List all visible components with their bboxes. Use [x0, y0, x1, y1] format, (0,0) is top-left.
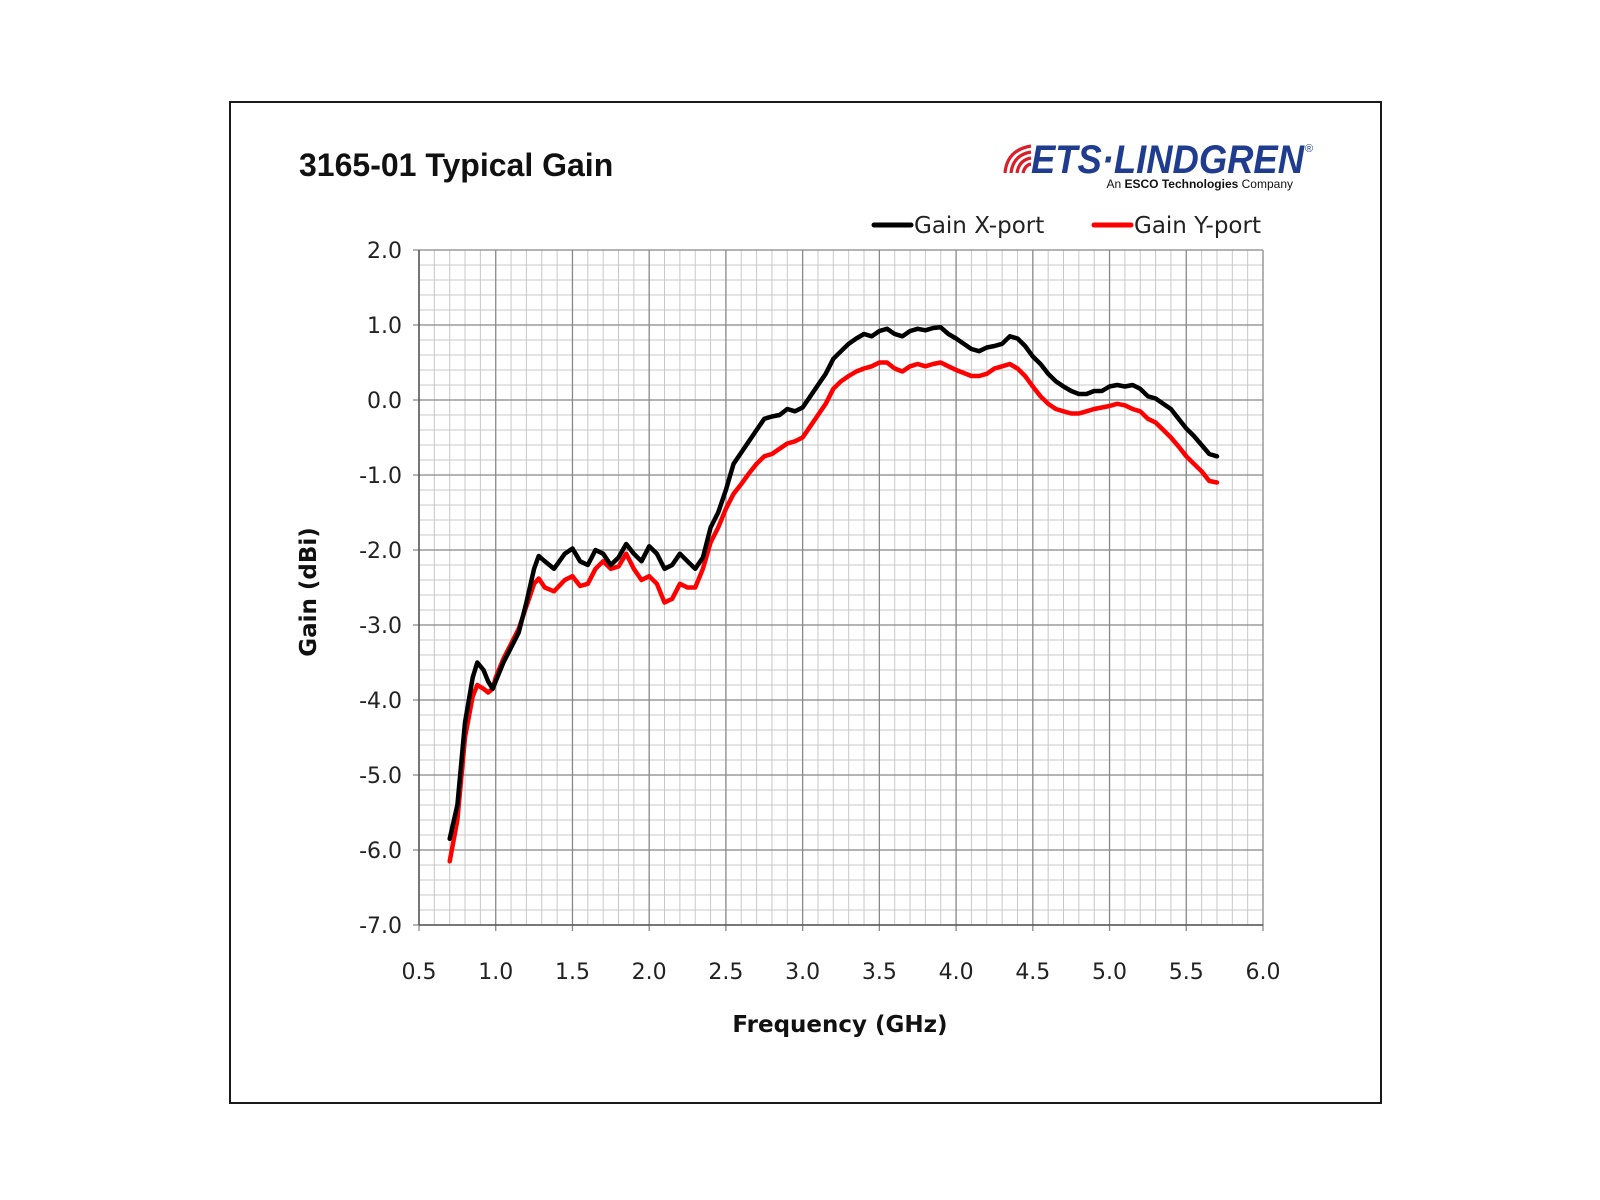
legend: Gain X-port Gain Y-port [871, 213, 1261, 239]
x-tick-label: 4.0 [939, 960, 974, 985]
x-tick-label: 3.5 [862, 960, 897, 985]
y-axis-title: Gain (dBi) [296, 527, 322, 657]
y-tick-label: -1.0 [359, 464, 402, 489]
series-line-0 [447, 325, 1220, 842]
logo-brand-text: ETS·LINDGREN [1031, 138, 1305, 182]
x-tick-label: 0.5 [402, 960, 437, 985]
y-tick-label: -6.0 [359, 839, 402, 864]
x-tick-label: 3.0 [785, 960, 820, 985]
series-lines [447, 325, 1220, 864]
legend-item-y-port: Gain Y-port [1091, 213, 1261, 239]
ets-lindgren-logo: ETS·LINDGREN ® An ESCO Technologies Comp… [1003, 138, 1313, 191]
legend-label-y-port: Gain Y-port [1134, 213, 1261, 239]
x-tick-label: 5.0 [1092, 960, 1127, 985]
axes [418, 250, 1263, 926]
y-tick-label: -5.0 [359, 764, 402, 789]
x-tick-label: 6.0 [1246, 960, 1281, 985]
y-tick-label: -2.0 [359, 539, 402, 564]
x-tick-label: 2.5 [708, 960, 743, 985]
y-tick-label: -3.0 [359, 614, 402, 639]
x-axis-title: Frequency (GHz) [732, 1012, 947, 1038]
legend-item-x-port: Gain X-port [871, 213, 1044, 239]
y-tick-label: -7.0 [359, 914, 402, 939]
logo-wave-icon [1003, 144, 1032, 174]
x-tick-labels: 0.5 1.0 1.5 2.0 2.5 3.0 3.5 4.0 4.5 5.0 5.5 6.0 [402, 960, 1281, 985]
chart-title: 3165-01 Typical Gain [299, 147, 613, 183]
logo-tagline: An ESCO Technologies Company [1106, 177, 1293, 191]
chart-frame: 3165-01 Typical Gain ETS·LINDGREN ® An E… [229, 101, 1382, 1104]
x-tick-label: 5.5 [1169, 960, 1204, 985]
y-tick-label: -4.0 [359, 689, 402, 714]
series-line-1 [447, 360, 1220, 864]
legend-label-x-port: Gain X-port [914, 213, 1044, 239]
y-tick-label: 1.0 [367, 314, 402, 339]
y-tick-labels: 2.0 1.0 0.0 -1.0 -2.0 -3.0 -4.0 -5.0 -6.0 -7.0 [359, 239, 402, 939]
x-tick-label: 4.5 [1015, 960, 1050, 985]
x-tick-label: 1.5 [555, 960, 590, 985]
x-tick-label: 2.0 [632, 960, 667, 985]
y-tick-label: 2.0 [367, 239, 402, 264]
logo-registered-mark: ® [1305, 143, 1313, 155]
x-tick-label: 1.0 [478, 960, 513, 985]
gain-chart: 3165-01 Typical Gain ETS·LINDGREN ® An E… [296, 138, 1313, 1038]
grid-minor [419, 250, 1263, 925]
y-tick-label: 0.0 [367, 389, 402, 414]
